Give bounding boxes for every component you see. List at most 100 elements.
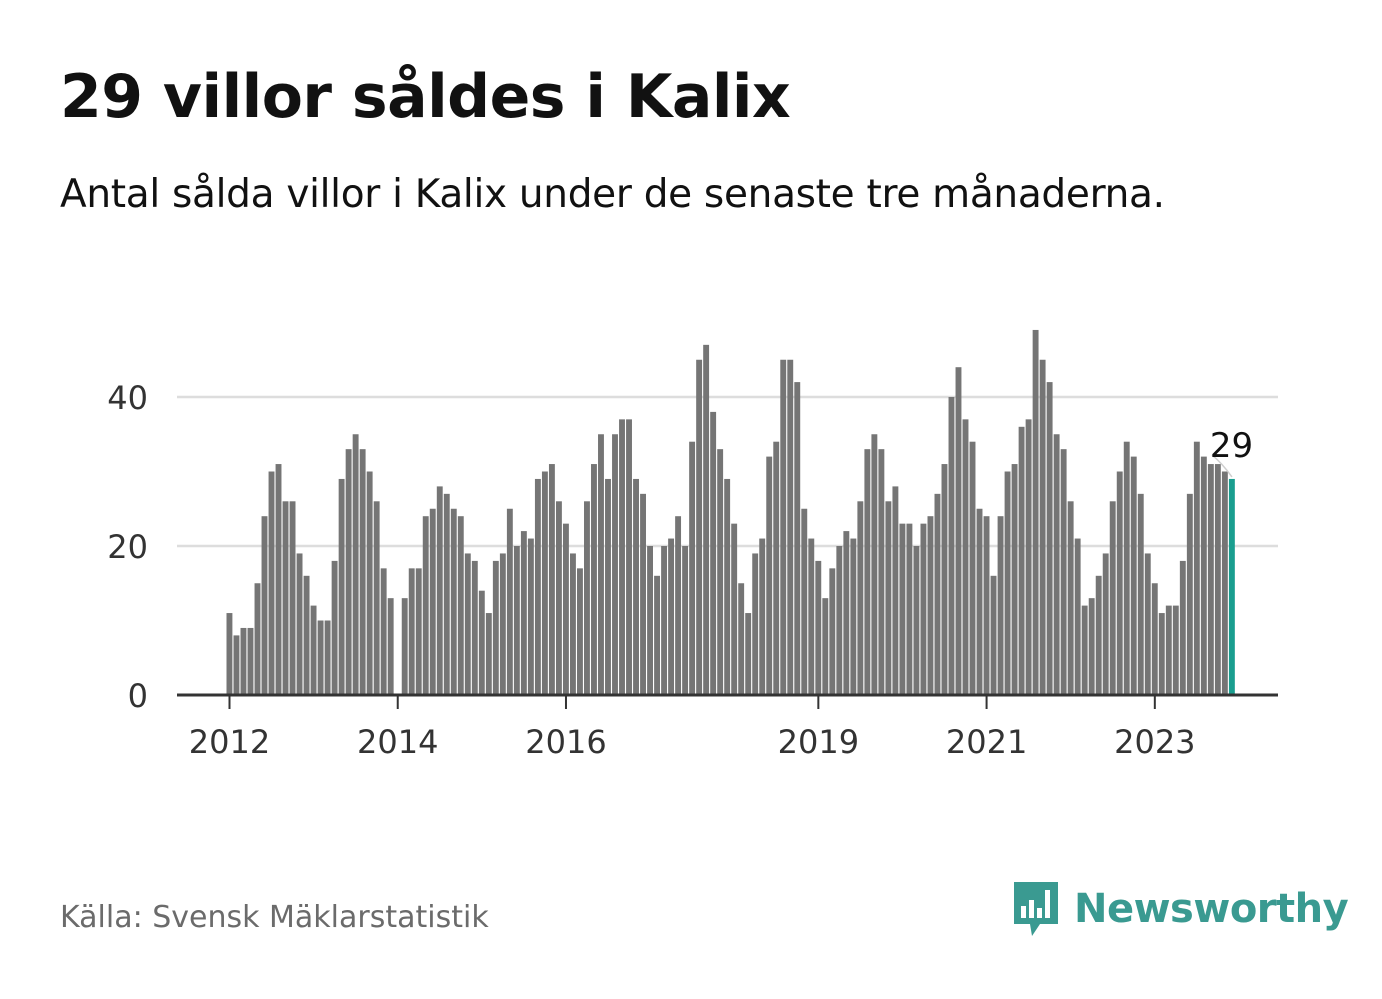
bar-104 [955,367,962,695]
bar-91 [864,449,871,695]
bar-132 [1151,583,1158,695]
chart-subtitle: Antal sålda villor i Kalix under de sena… [60,172,1165,217]
bar-111 [1004,471,1011,695]
bar-17 [345,449,352,695]
y-tick-label-40: 40 [107,379,148,417]
bar-103 [948,397,955,695]
bar-69 [710,411,717,695]
x-tick-label-2021: 2021 [946,723,1027,761]
bar-141 [1214,464,1221,695]
bar-85 [822,598,829,695]
bar-18 [352,434,359,695]
bar-56 [619,419,625,695]
bar-100 [927,516,934,695]
annotation-label: 29 [1210,426,1253,466]
bar-75 [752,553,759,695]
bar-11 [303,575,310,695]
bar-117 [1046,382,1053,695]
bar-45 [541,471,548,695]
bar-112 [1011,464,1018,695]
bar-142 [1221,471,1228,695]
bar-83 [808,538,815,695]
bar-59 [640,493,646,695]
bar-72 [731,523,738,695]
annotation: 29 [1210,426,1253,478]
bar-37 [485,613,492,695]
bar-52 [591,464,597,695]
bar-35 [471,560,478,695]
bar-80 [787,359,794,695]
bar-32 [450,508,457,695]
bar-97 [906,523,913,695]
bar-21 [373,501,380,695]
bar-124 [1095,575,1102,695]
bar-36 [478,590,485,695]
bar-43 [527,538,534,695]
bar-12 [310,605,317,695]
bar-9 [289,501,296,695]
bar-90 [857,501,864,695]
bar-62 [661,546,668,695]
bar-131 [1144,553,1151,695]
bar-28 [422,516,429,695]
bar-122 [1081,605,1088,695]
bar-126 [1109,501,1116,695]
bar-109 [990,575,997,695]
bar-76 [759,538,766,695]
bar-16 [338,478,345,695]
bar-63 [668,538,675,695]
bar-120 [1067,501,1074,695]
bar-30 [436,486,443,695]
bar-95 [892,486,899,695]
bar-106 [969,441,976,695]
bar-14 [324,620,331,695]
bar-55 [612,434,618,695]
bar-23 [387,598,394,695]
bar-19 [359,449,366,695]
bar-58 [633,478,639,695]
bar-10 [296,553,303,695]
bar-98 [913,546,920,695]
newsworthy-logo-icon [1014,882,1058,936]
bar-74 [745,613,752,695]
brand-name: Newsworthy [1074,886,1349,932]
bar-20 [366,471,373,695]
bar-49 [569,553,576,695]
source-note: Källa: Svensk Mäklarstatistik [60,900,489,935]
bar-61 [654,575,661,695]
bar-121 [1074,538,1081,695]
chart-title: 29 villor såldes i Kalix [60,62,791,132]
bar-0 [226,613,233,695]
bar-7 [275,464,282,695]
x-tick-label-2016: 2016 [525,723,606,761]
bar-84 [815,560,822,695]
bar-33 [457,516,464,695]
bar-44 [534,478,541,695]
bar-105 [962,419,969,695]
bar-2 [240,627,247,695]
bar-67 [696,359,703,695]
bar-73 [738,583,745,695]
bar-34 [464,553,471,695]
bar-25 [401,598,408,695]
bar-4 [254,583,261,695]
bar-137 [1186,493,1193,695]
bar-129 [1130,456,1137,695]
bar-82 [801,508,808,695]
y-tick-label-20: 20 [107,528,148,566]
bar-94 [885,501,892,695]
annotation-leader [1211,454,1233,478]
bar-81 [794,382,801,695]
bar-116 [1039,359,1046,695]
bar-78 [773,441,780,695]
bar-114 [1025,419,1032,695]
bar-39 [499,553,506,695]
bar-134 [1165,605,1172,695]
bar-99 [920,523,927,695]
bar-38 [492,560,499,695]
bar-133 [1158,613,1165,695]
bar-60 [647,546,653,695]
bar-87 [836,546,843,695]
bar-127 [1116,471,1123,695]
